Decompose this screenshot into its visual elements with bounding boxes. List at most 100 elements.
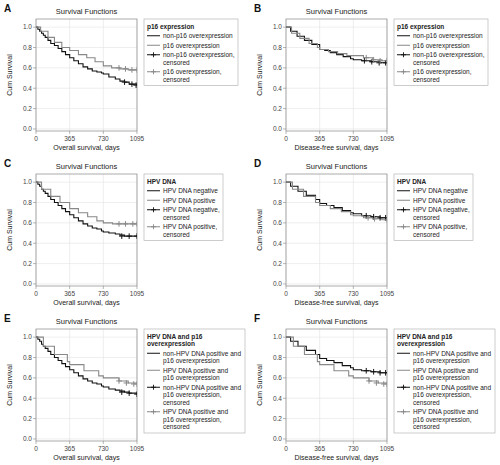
grid bbox=[36, 174, 137, 286]
censor-marker bbox=[383, 370, 387, 376]
text-line: p16 overexpression bbox=[413, 374, 470, 382]
legend-label: non-HPV DNA positive andp16 overexpressi… bbox=[163, 384, 241, 406]
title: Survival Functions bbox=[56, 7, 118, 16]
tick-mark bbox=[36, 286, 37, 289]
x-axis-label: Disease-free survival, days bbox=[294, 454, 379, 462]
tick-mark bbox=[286, 441, 287, 444]
plot-frame bbox=[286, 329, 387, 441]
tick-label: 0.2 bbox=[23, 415, 32, 422]
censor-marker bbox=[129, 81, 135, 87]
survival-curve bbox=[36, 27, 137, 85]
censor-marker bbox=[122, 79, 128, 85]
tick-mark bbox=[283, 418, 286, 419]
grid-line bbox=[103, 329, 104, 441]
tick-label: 0.2 bbox=[273, 415, 282, 422]
legend-label: non-p16 overexpression,censored bbox=[163, 51, 235, 66]
tick-mark bbox=[283, 337, 286, 338]
chart: 0.00.20.40.60.81.003657301095Survival Fu… bbox=[0, 0, 500, 465]
text-line: p16 overexpression bbox=[413, 42, 470, 50]
survival-curve bbox=[286, 337, 387, 384]
grid-line bbox=[103, 19, 104, 131]
tick-label: 0.8 bbox=[23, 44, 32, 51]
tick-label: 365 bbox=[64, 135, 75, 142]
legend-label: HPV DNA positive bbox=[413, 197, 466, 205]
censor-marker bbox=[365, 215, 371, 221]
panel: 0.00.20.40.60.81.003657301095Survival Fu… bbox=[254, 158, 395, 307]
censor-marker bbox=[377, 215, 383, 221]
x-axis-label: Disease-free survival, days bbox=[294, 299, 379, 307]
grid-line bbox=[286, 47, 387, 48]
plot-area bbox=[286, 329, 387, 441]
tick-mark bbox=[283, 243, 286, 244]
tick-label: 0.6 bbox=[23, 64, 32, 71]
legend-swatch bbox=[397, 370, 410, 371]
grid-line bbox=[286, 418, 387, 419]
tick-label: 0.8 bbox=[23, 354, 32, 361]
grid-line bbox=[286, 128, 387, 129]
grid-line bbox=[103, 174, 104, 286]
text-line: censored bbox=[413, 76, 440, 83]
legend-label: HPV DNA negative bbox=[413, 187, 468, 195]
legend: p16 expressionnon-p16 overexpressionp16 … bbox=[144, 19, 238, 86]
censor-marker bbox=[134, 221, 137, 227]
survival-curve bbox=[286, 182, 387, 218]
survival-curve bbox=[286, 27, 387, 61]
tick-label: 365 bbox=[314, 135, 325, 142]
legend-marker bbox=[151, 385, 156, 390]
censor-marker bbox=[371, 57, 377, 63]
legend-swatch bbox=[397, 45, 410, 46]
panel: 0.00.20.40.60.81.003657301095Survival Fu… bbox=[4, 158, 145, 307]
tick-mark bbox=[33, 47, 36, 48]
x-axis-label: Overall survival, days bbox=[53, 454, 120, 462]
tick-mark bbox=[353, 286, 354, 289]
legend-title: HPV DNA bbox=[397, 178, 427, 185]
tick-label: 0.6 bbox=[23, 374, 32, 381]
tick-label: 1.0 bbox=[273, 333, 282, 340]
tick-label: 1.0 bbox=[23, 178, 32, 185]
grid-line bbox=[36, 243, 137, 244]
text-line: HPV DNA bbox=[147, 178, 177, 185]
grid-line bbox=[69, 174, 70, 286]
tick-mark bbox=[33, 263, 36, 264]
tick-mark bbox=[283, 357, 286, 358]
tick-label: 730 bbox=[348, 135, 359, 142]
text-line: overexpression bbox=[397, 340, 445, 348]
tick-mark bbox=[319, 286, 320, 289]
marks bbox=[286, 337, 387, 387]
tick-label: 0.0 bbox=[23, 125, 32, 132]
tick-mark bbox=[137, 131, 138, 134]
tick-label: 0.4 bbox=[23, 395, 32, 402]
grid-line bbox=[353, 19, 354, 131]
tick-mark bbox=[69, 441, 70, 444]
grid-line bbox=[319, 329, 320, 441]
legend: HPV DNAHPV DNA negativeHPV DNA positiveH… bbox=[144, 174, 223, 241]
tick-label: 730 bbox=[98, 445, 109, 452]
panel-label: E bbox=[4, 313, 11, 324]
plot-frame bbox=[36, 19, 137, 131]
y-axis-label: Cum Survival bbox=[256, 364, 263, 406]
tick-mark bbox=[33, 128, 36, 129]
panel-label: C bbox=[4, 158, 11, 169]
title: Survival Functions bbox=[306, 317, 368, 326]
panel-label: F bbox=[254, 313, 260, 324]
censor-marker bbox=[134, 67, 137, 73]
tick-mark bbox=[33, 377, 36, 378]
grid-line bbox=[36, 27, 137, 28]
tick-label: 1095 bbox=[380, 135, 395, 142]
legend-swatch bbox=[397, 353, 410, 354]
tick-mark bbox=[33, 357, 36, 358]
tick-label: 0.0 bbox=[23, 280, 32, 287]
grid-line bbox=[353, 174, 354, 286]
grid bbox=[36, 329, 137, 441]
tick-mark bbox=[283, 377, 286, 378]
grid bbox=[36, 19, 137, 131]
x-axis-label: Disease-free survival, days bbox=[294, 144, 379, 152]
tick-label: 0.4 bbox=[273, 85, 282, 92]
survival-curve bbox=[36, 337, 137, 384]
tick-mark bbox=[283, 283, 286, 284]
tick-mark bbox=[286, 131, 287, 134]
marks bbox=[36, 27, 137, 88]
tick-mark bbox=[283, 67, 286, 68]
grid bbox=[286, 174, 387, 286]
tick-mark bbox=[33, 182, 36, 183]
